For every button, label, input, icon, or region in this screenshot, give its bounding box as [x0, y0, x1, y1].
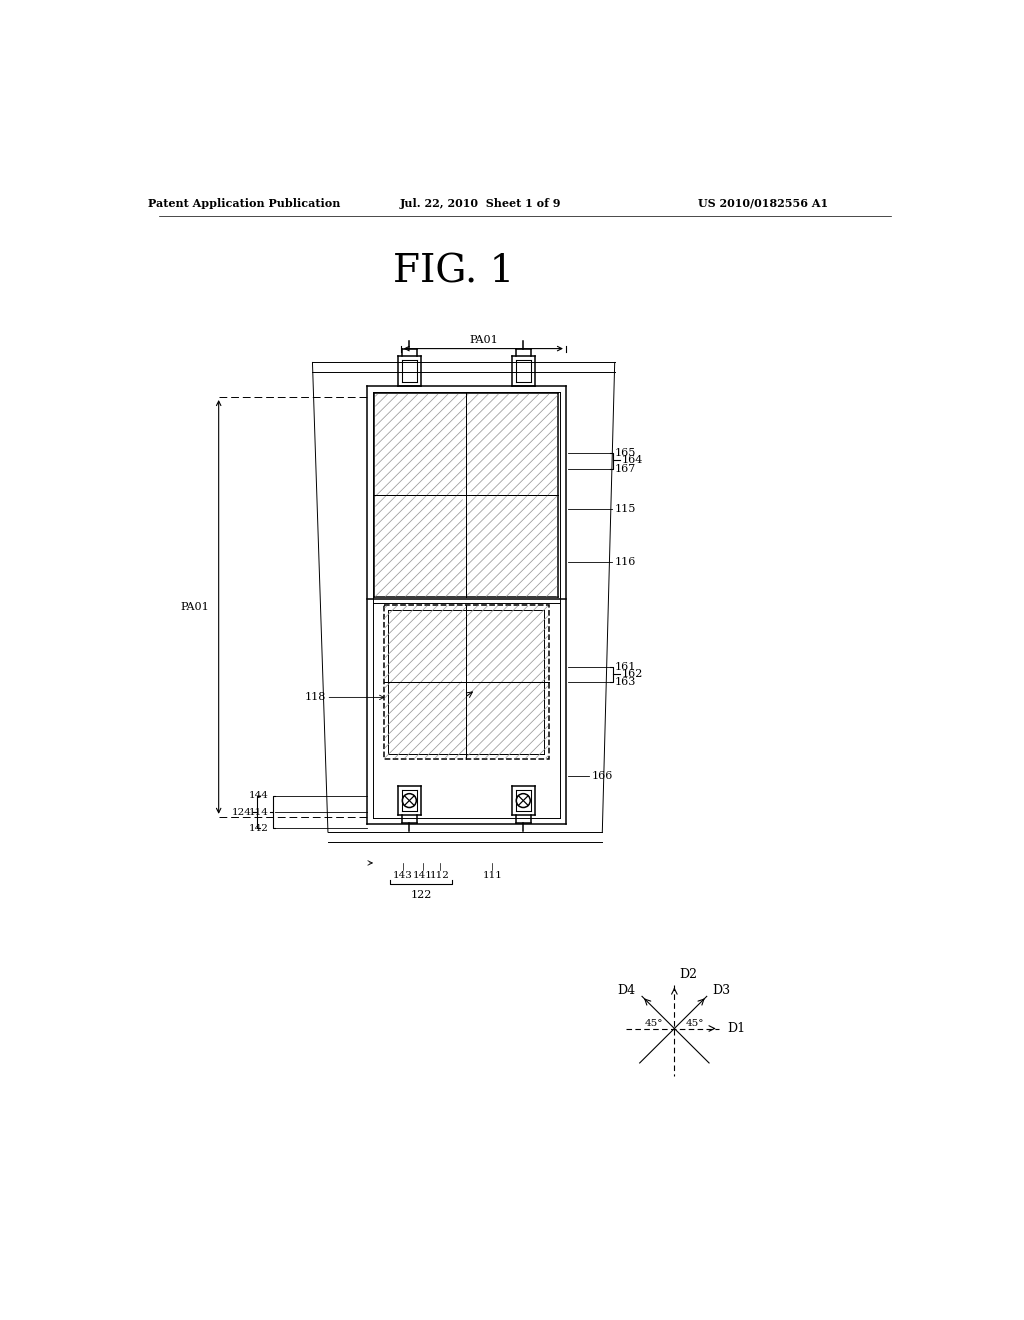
Text: 163: 163	[614, 677, 636, 686]
Text: 164: 164	[622, 455, 643, 465]
Text: Patent Application Publication: Patent Application Publication	[148, 198, 340, 209]
Text: 124: 124	[231, 808, 251, 817]
Text: Jul. 22, 2010  Sheet 1 of 9: Jul. 22, 2010 Sheet 1 of 9	[400, 198, 561, 209]
Text: 111: 111	[482, 871, 502, 879]
Text: 115: 115	[614, 504, 636, 513]
Text: 116: 116	[614, 557, 636, 566]
Text: US 2010/0182556 A1: US 2010/0182556 A1	[698, 198, 828, 209]
Bar	[384, 605, 549, 759]
Text: D3: D3	[712, 985, 730, 998]
Text: 167: 167	[614, 463, 636, 474]
Text: D1: D1	[727, 1022, 745, 1035]
Text: 118: 118	[304, 693, 326, 702]
Text: PA01: PA01	[180, 602, 209, 612]
Text: 141: 141	[413, 871, 432, 879]
Text: 161: 161	[614, 661, 636, 672]
Text: 166: 166	[592, 771, 612, 781]
Text: D4: D4	[616, 985, 635, 998]
Text: 114: 114	[249, 808, 268, 817]
Text: 165: 165	[614, 447, 636, 458]
Text: 144: 144	[249, 792, 268, 800]
Text: 112: 112	[430, 871, 450, 879]
Text: D2: D2	[679, 968, 697, 981]
Text: 162: 162	[622, 669, 643, 680]
Text: 142: 142	[249, 824, 268, 833]
Text: 143: 143	[393, 871, 413, 879]
Text: 122: 122	[411, 890, 432, 900]
Text: FIG. 1: FIG. 1	[393, 253, 514, 290]
Text: 45°: 45°	[685, 1019, 703, 1028]
Text: 45°: 45°	[645, 1019, 664, 1028]
Text: PA01: PA01	[469, 335, 498, 345]
